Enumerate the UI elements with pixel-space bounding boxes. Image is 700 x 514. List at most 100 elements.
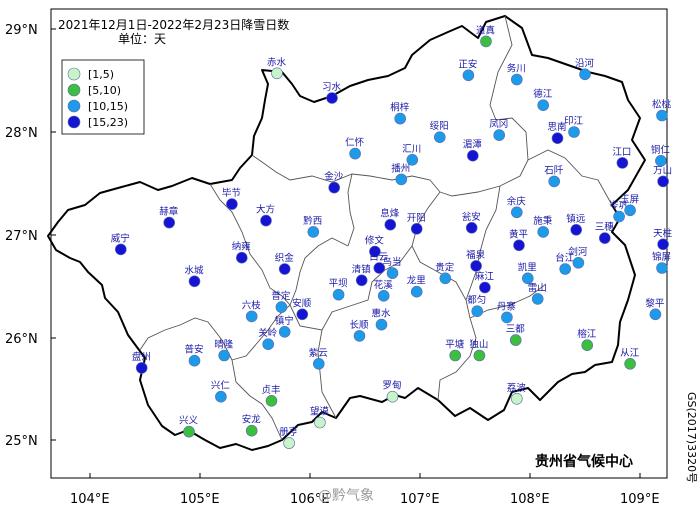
lat-label-25: 25°N	[5, 434, 38, 449]
station-marker	[551, 132, 564, 144]
watermark-text: @黔气象	[318, 488, 374, 504]
station-marker	[479, 281, 491, 294]
station-name: 龙里	[407, 275, 426, 287]
station-name: 凤冈	[489, 119, 508, 130]
station-marker	[375, 318, 388, 331]
station-name: 印江	[564, 115, 584, 127]
station-marker	[278, 263, 291, 275]
station-marker	[656, 262, 668, 274]
station-marker	[465, 222, 478, 234]
lon-label-109: 109°E	[620, 492, 660, 507]
station-marker	[369, 245, 381, 258]
credit-text: 贵州省气候中心	[535, 453, 633, 470]
station-marker	[188, 275, 201, 288]
station-marker	[624, 204, 636, 217]
station-name: 赫章	[159, 206, 179, 218]
station-name: 盘州	[132, 351, 151, 363]
station-name: 罗甸	[383, 380, 402, 392]
station-name: 荔波	[507, 382, 527, 394]
station-name: 福泉	[466, 249, 486, 261]
legend-swatch-10-15	[67, 99, 81, 113]
lon-label-108: 108°E	[510, 492, 550, 507]
station-name: 瓮安	[462, 211, 481, 223]
station-name: 赤水	[267, 56, 287, 68]
station-marker	[314, 416, 326, 429]
station-name: 安龙	[242, 414, 262, 426]
prefecture-boundaries	[139, 15, 613, 441]
station-name: 册亨	[279, 426, 298, 438]
station-name: 仁怀	[345, 137, 365, 149]
lat-label-28: 28°N	[5, 126, 38, 141]
lat-label-29: 29°N	[5, 23, 38, 38]
station-name: 威宁	[111, 232, 130, 244]
station-name: 铜仁	[651, 144, 671, 156]
station-name: 三穗	[595, 221, 615, 233]
station-name: 务川	[507, 63, 526, 75]
station-marker	[531, 293, 544, 305]
station-marker	[493, 129, 506, 141]
station-name: 桐梓	[390, 102, 410, 114]
station-marker	[572, 256, 585, 269]
station-name: 麻江	[475, 271, 495, 283]
station-name: 息烽	[380, 208, 400, 220]
station-marker	[135, 362, 148, 374]
station-marker	[349, 147, 361, 160]
station-marker	[215, 390, 227, 403]
station-marker	[568, 126, 580, 138]
station-name: 平坝	[329, 279, 349, 290]
legend-label-15-23: [15,23)	[88, 116, 128, 129]
station-name: 沿河	[575, 57, 595, 69]
station-name: 正安	[458, 58, 477, 70]
station-name: 清镇	[352, 263, 372, 275]
station-name: 锦屏	[652, 251, 671, 263]
station-marker	[183, 425, 195, 438]
station-name: 德江	[533, 88, 553, 100]
station-name: 施秉	[533, 215, 553, 227]
station-name: 水城	[185, 264, 205, 276]
legend-label-5-10: [5,10)	[88, 84, 121, 97]
map-title: 2021年12月1日-2022年2月23日降雪日数	[58, 17, 289, 32]
station-marker	[163, 216, 175, 229]
map-unit: 单位：天	[118, 31, 166, 46]
station-name: 黎平	[645, 297, 665, 309]
station-name: 习水	[322, 81, 342, 93]
station-name: 三都	[506, 324, 526, 335]
station-marker	[332, 288, 345, 301]
station-marker	[613, 210, 625, 223]
station-name: 兴义	[179, 416, 199, 427]
lon-axis: 104°E 105°E 106°E 107°E 108°E 109°E	[70, 473, 660, 507]
station-marker	[656, 109, 668, 122]
station-name: 普定	[271, 290, 291, 302]
station-marker	[480, 35, 492, 48]
legend-label-10-15: [10,15)	[88, 100, 128, 113]
lon-label-106: 106°E	[290, 492, 330, 507]
station-name: 贞丰	[262, 384, 281, 396]
station-marker	[353, 330, 366, 342]
station-name: 松桃	[652, 99, 672, 111]
station-marker	[624, 357, 636, 370]
station-name: 万山	[653, 165, 672, 176]
station-marker	[466, 149, 479, 162]
station-name: 湄潭	[463, 139, 483, 151]
station-name: 都匀	[467, 294, 486, 306]
station-marker	[521, 272, 534, 285]
station-marker	[470, 260, 482, 272]
station-name: 紫云	[309, 348, 328, 359]
station-marker	[513, 239, 525, 252]
station-marker	[265, 394, 278, 407]
province-boundary	[47, 15, 646, 451]
lat-label-26: 26°N	[5, 332, 38, 347]
station-marker	[581, 339, 594, 352]
station-name: 大方	[256, 204, 275, 216]
station-marker	[260, 214, 272, 227]
station-name: 金沙	[324, 171, 344, 183]
station-name: 六枝	[242, 299, 262, 311]
station-marker	[115, 243, 127, 256]
station-name: 凯里	[518, 261, 537, 273]
station-marker	[657, 175, 669, 188]
station-marker	[278, 325, 291, 338]
station-marker	[406, 154, 419, 166]
station-name: 纳雍	[232, 241, 252, 253]
station-marker	[657, 238, 669, 251]
